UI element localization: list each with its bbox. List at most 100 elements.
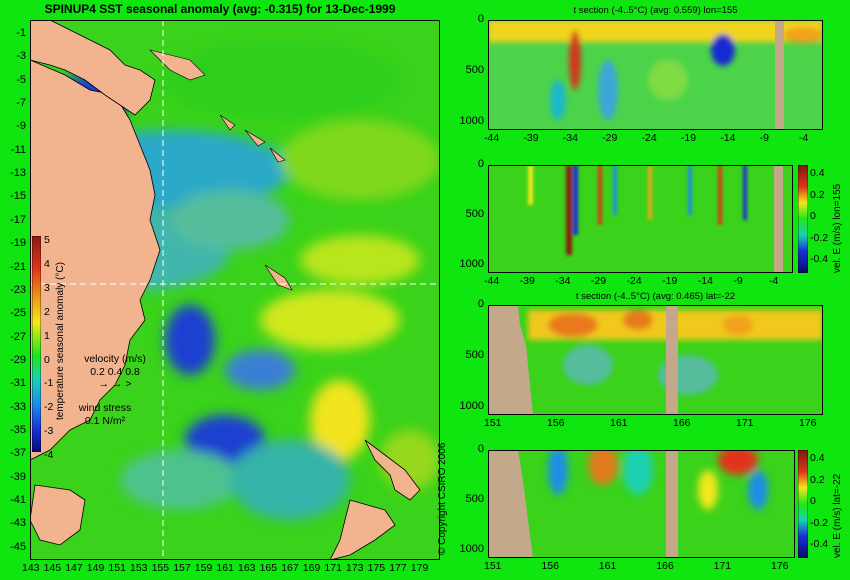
velocity-colorbar-tick: 0.4 (810, 167, 825, 179)
panel4-land-left (488, 450, 533, 558)
map-x-tick: 155 (151, 562, 170, 574)
panel3-title: t section (-4..5°C) (avg: 0.465) lat=-22 (575, 291, 736, 302)
map-colorbar-label: temperature seasonal anomaly (°C) (55, 262, 66, 420)
section-x-tick: -24 (641, 132, 657, 144)
map-x-tick: 169 (302, 562, 321, 574)
map-x-tick: 159 (194, 562, 213, 574)
section-x-tick: -44 (484, 132, 500, 144)
panel4-colorbar (798, 450, 808, 558)
new-guinea-land (30, 20, 156, 116)
section-x-tick: 151 (484, 417, 502, 429)
section-x-tick: 166 (656, 560, 674, 572)
map-x-tick: 151 (108, 562, 126, 574)
panel4-land-mid (666, 450, 678, 558)
map-colorbar-tick: -4 (44, 449, 54, 462)
map-colorbar-tick: 5 (44, 234, 50, 246)
map-y-tick: -7 (16, 97, 26, 110)
panel1-section (488, 20, 823, 130)
map-y-tick: -3 (16, 50, 26, 63)
map-y-tick: -37 (10, 447, 26, 460)
section-x-tick: -19 (662, 275, 678, 287)
section-y-tick: 1000 (459, 258, 484, 270)
section-x-tick: -4 (799, 132, 809, 144)
panel1-title: t section (-4..5°C) (avg: 0.559) lon=155 (573, 5, 738, 16)
map-title: SPINUP4 SST seasonal anomaly (avg: -0.31… (44, 2, 396, 16)
map-y-tick: -43 (10, 517, 26, 530)
velocity-legend-values: 0.2 0.4 0.8 (90, 366, 140, 378)
velocity-colorbar-tick: 0.2 (810, 473, 825, 486)
velocity-colorbar-tick: -0.2 (810, 516, 829, 529)
section-x-tick: -14 (720, 132, 736, 144)
section-y-tick: 1000 (459, 400, 484, 412)
section-x-tick: 176 (799, 417, 817, 429)
panel2-colorbar-label: vel. E (m/s) lon=155 (832, 183, 843, 273)
map-y-tick: -39 (10, 470, 26, 483)
section-y-tick: 0 (477, 298, 484, 310)
panel4-section (488, 450, 795, 558)
map-x-tick: 173 (346, 562, 364, 574)
map-colorbar-tick: -2 (44, 401, 54, 414)
map-colorbar-tick: 1 (44, 329, 50, 342)
map-y-tick: -33 (10, 400, 26, 413)
section-x-tick: 151 (484, 560, 502, 572)
section-x-tick: -9 (733, 275, 743, 287)
section-y-tick: 0 (477, 13, 484, 25)
map-y-tick: -1 (16, 27, 26, 39)
panel3-section (488, 305, 823, 415)
section-x-tick: -39 (523, 132, 539, 144)
map-x-tick: 171 (324, 562, 342, 574)
section-x-tick: -39 (519, 275, 535, 287)
map-x-tick: 149 (86, 562, 105, 574)
panel2-colorbar (798, 165, 808, 273)
map-y-tick: -5 (16, 73, 26, 86)
velocity-legend-label: velocity (m/s) (84, 353, 146, 365)
map-x-tick: 167 (281, 562, 299, 574)
panel4-colorbar-label: vel. E (m/s) lat=-22 (832, 473, 843, 558)
map-y-tick: -11 (10, 143, 26, 156)
map-colorbar-tick: 2 (44, 305, 50, 318)
section-x-tick: 166 (673, 417, 691, 429)
panel3-land-mid (666, 305, 678, 415)
map-colorbar-tick: 3 (44, 281, 50, 294)
map-x-tick: 153 (130, 562, 148, 574)
map-y-tick: -17 (10, 213, 26, 226)
wind-legend-label: wind stress (78, 402, 132, 414)
section-x-tick: 161 (598, 560, 617, 572)
section-x-tick: -4 (769, 275, 779, 287)
map-y-tick: -41 (10, 494, 26, 506)
map-y-tick: -27 (10, 330, 26, 343)
section-x-tick: -9 (759, 132, 769, 144)
velocity-colorbar-tick: -0.4 (810, 253, 829, 265)
section-x-tick: 156 (541, 560, 559, 572)
section-x-tick: -34 (555, 275, 571, 287)
map-y-tick: -29 (10, 353, 26, 366)
map-x-tick: 143 (22, 562, 40, 574)
velocity-colorbar-tick: 0 (810, 210, 816, 222)
map-y-tick: -45 (10, 540, 26, 553)
new-britain-land (149, 49, 206, 81)
section-x-tick: -19 (680, 132, 697, 144)
wind-legend-value: 0.1 N/m² (84, 415, 126, 427)
map-y-tick: -25 (10, 307, 26, 320)
map-x-tick: 157 (173, 562, 191, 574)
map-x-tick: 177 (389, 562, 407, 574)
solomon-islands-land (219, 114, 286, 163)
map-y-tick: -21 (10, 260, 26, 273)
australia-land (30, 59, 161, 461)
section-y-tick: 500 (465, 64, 484, 76)
map-x-tick: 163 (238, 562, 256, 574)
map-y-tick: -13 (10, 167, 26, 180)
map-y-tick: -9 (16, 120, 26, 133)
map-colorbar-tick: 0 (44, 353, 50, 366)
map-y-tick: -19 (10, 237, 26, 250)
map-x-tick: 145 (43, 562, 62, 574)
map-x-tick: 147 (65, 562, 83, 574)
sst-map (30, 20, 440, 560)
velocity-colorbar-tick: -0.2 (810, 231, 829, 244)
section-x-tick: -34 (562, 132, 578, 144)
velocity-colorbar-tick: -0.4 (810, 538, 829, 550)
section-x-tick: 176 (771, 560, 789, 572)
section-x-tick: 161 (610, 417, 628, 429)
section-x-tick: -14 (697, 275, 713, 287)
velocity-colorbar-tick: 0.2 (810, 188, 825, 201)
